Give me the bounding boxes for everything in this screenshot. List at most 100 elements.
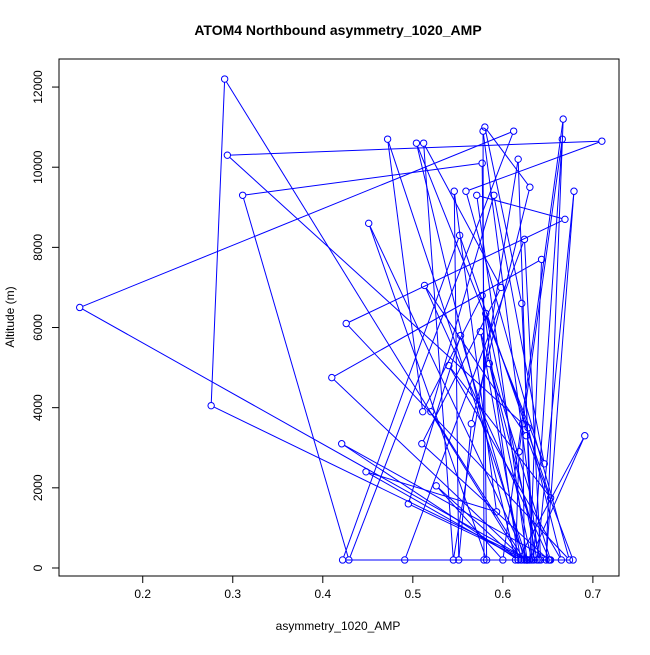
data-point bbox=[450, 187, 458, 195]
data-point bbox=[445, 361, 453, 370]
data-point bbox=[481, 123, 489, 131]
series-segment bbox=[417, 145, 544, 461]
series-segment bbox=[479, 195, 563, 219]
x-tick-label: 0.2 bbox=[134, 587, 151, 601]
series-segment bbox=[245, 163, 480, 196]
x-tick-label: 0.3 bbox=[224, 587, 241, 601]
plot-frame bbox=[58, 58, 620, 577]
series-segment bbox=[460, 238, 551, 495]
series-segment bbox=[468, 141, 600, 191]
data-point bbox=[479, 127, 487, 135]
y-tick-label: 8000 bbox=[31, 234, 45, 261]
data-point bbox=[537, 255, 546, 264]
data-point bbox=[220, 75, 229, 83]
data-point bbox=[482, 556, 491, 564]
series-segment bbox=[466, 194, 570, 558]
data-point bbox=[570, 187, 578, 195]
series-segment bbox=[545, 122, 564, 557]
data-point bbox=[526, 556, 534, 564]
data-point bbox=[238, 191, 247, 199]
y-axis-label: Altitude (m) bbox=[3, 286, 17, 347]
series-segment bbox=[210, 82, 226, 403]
data-point bbox=[522, 432, 530, 440]
data-point bbox=[478, 291, 486, 300]
data-point bbox=[499, 556, 507, 564]
data-point bbox=[462, 187, 470, 195]
series-segment bbox=[471, 190, 530, 421]
data-point bbox=[569, 556, 577, 564]
data-point bbox=[480, 556, 488, 564]
y-tick-label: 0 bbox=[31, 564, 45, 571]
series-segment bbox=[454, 194, 497, 509]
data-point bbox=[598, 137, 606, 145]
data-point bbox=[558, 135, 566, 143]
series-lines bbox=[82, 81, 600, 561]
data-point bbox=[581, 432, 589, 440]
series-segment bbox=[438, 487, 502, 558]
data-point bbox=[427, 407, 435, 416]
series-segment bbox=[425, 288, 549, 558]
data-point bbox=[76, 303, 84, 312]
series-segment bbox=[502, 122, 564, 557]
data-point bbox=[561, 215, 569, 224]
data-point bbox=[511, 556, 520, 564]
series-segment bbox=[388, 142, 527, 558]
data-point bbox=[404, 500, 413, 508]
series-segment bbox=[529, 262, 542, 557]
data-point bbox=[518, 420, 527, 428]
x-axis-label: asymmetry_1020_AMP bbox=[276, 619, 401, 633]
data-point bbox=[401, 556, 409, 564]
data-point bbox=[514, 155, 522, 163]
data-point bbox=[456, 331, 465, 340]
series-segment bbox=[536, 194, 575, 557]
series-segment bbox=[450, 367, 550, 496]
series-segment bbox=[545, 194, 575, 557]
series-segment bbox=[333, 379, 523, 559]
data-point bbox=[524, 424, 532, 432]
data-point bbox=[546, 494, 555, 502]
series-segment bbox=[526, 438, 573, 558]
series-segment bbox=[533, 142, 563, 557]
y-tick-label: 6000 bbox=[31, 314, 45, 341]
data-point bbox=[383, 135, 392, 143]
data-point bbox=[559, 115, 567, 123]
series-segment bbox=[423, 445, 547, 559]
data-point bbox=[365, 219, 373, 228]
data-point bbox=[492, 508, 501, 516]
series-segment bbox=[225, 81, 521, 558]
x-axis: 0.2 0.3 0.4 0.5 0.6 0.7 bbox=[134, 576, 602, 601]
chart-title: ATOM4 Northbound asymmetry_1020_AMP bbox=[194, 22, 481, 38]
data-point bbox=[476, 327, 485, 336]
data-point bbox=[207, 401, 215, 410]
series-segment bbox=[229, 156, 521, 422]
series-segment bbox=[369, 226, 487, 558]
data-point bbox=[362, 468, 370, 476]
data-point bbox=[557, 556, 566, 564]
series-segment bbox=[480, 334, 521, 557]
series-segment bbox=[243, 198, 349, 558]
series-segment bbox=[230, 140, 599, 156]
data-point bbox=[432, 482, 440, 490]
x-tick-label: 0.7 bbox=[585, 587, 602, 601]
y-tick-label: 10000 bbox=[31, 150, 45, 184]
series-segment bbox=[432, 414, 524, 558]
series-segment bbox=[387, 142, 423, 409]
series-segment bbox=[82, 131, 511, 307]
data-point bbox=[520, 235, 529, 244]
data-point bbox=[473, 191, 481, 199]
series-segment bbox=[519, 438, 584, 558]
data-point bbox=[509, 127, 518, 135]
series-segment bbox=[410, 504, 524, 560]
data-point bbox=[455, 556, 463, 564]
series-segment bbox=[482, 134, 539, 557]
series-segment bbox=[344, 445, 516, 559]
data-point bbox=[522, 556, 530, 564]
series-segment bbox=[416, 146, 516, 557]
x-tick-label: 0.4 bbox=[314, 587, 331, 601]
data-point bbox=[342, 319, 350, 328]
series-segment bbox=[485, 130, 522, 301]
data-point bbox=[223, 151, 232, 159]
data-point bbox=[412, 139, 421, 147]
